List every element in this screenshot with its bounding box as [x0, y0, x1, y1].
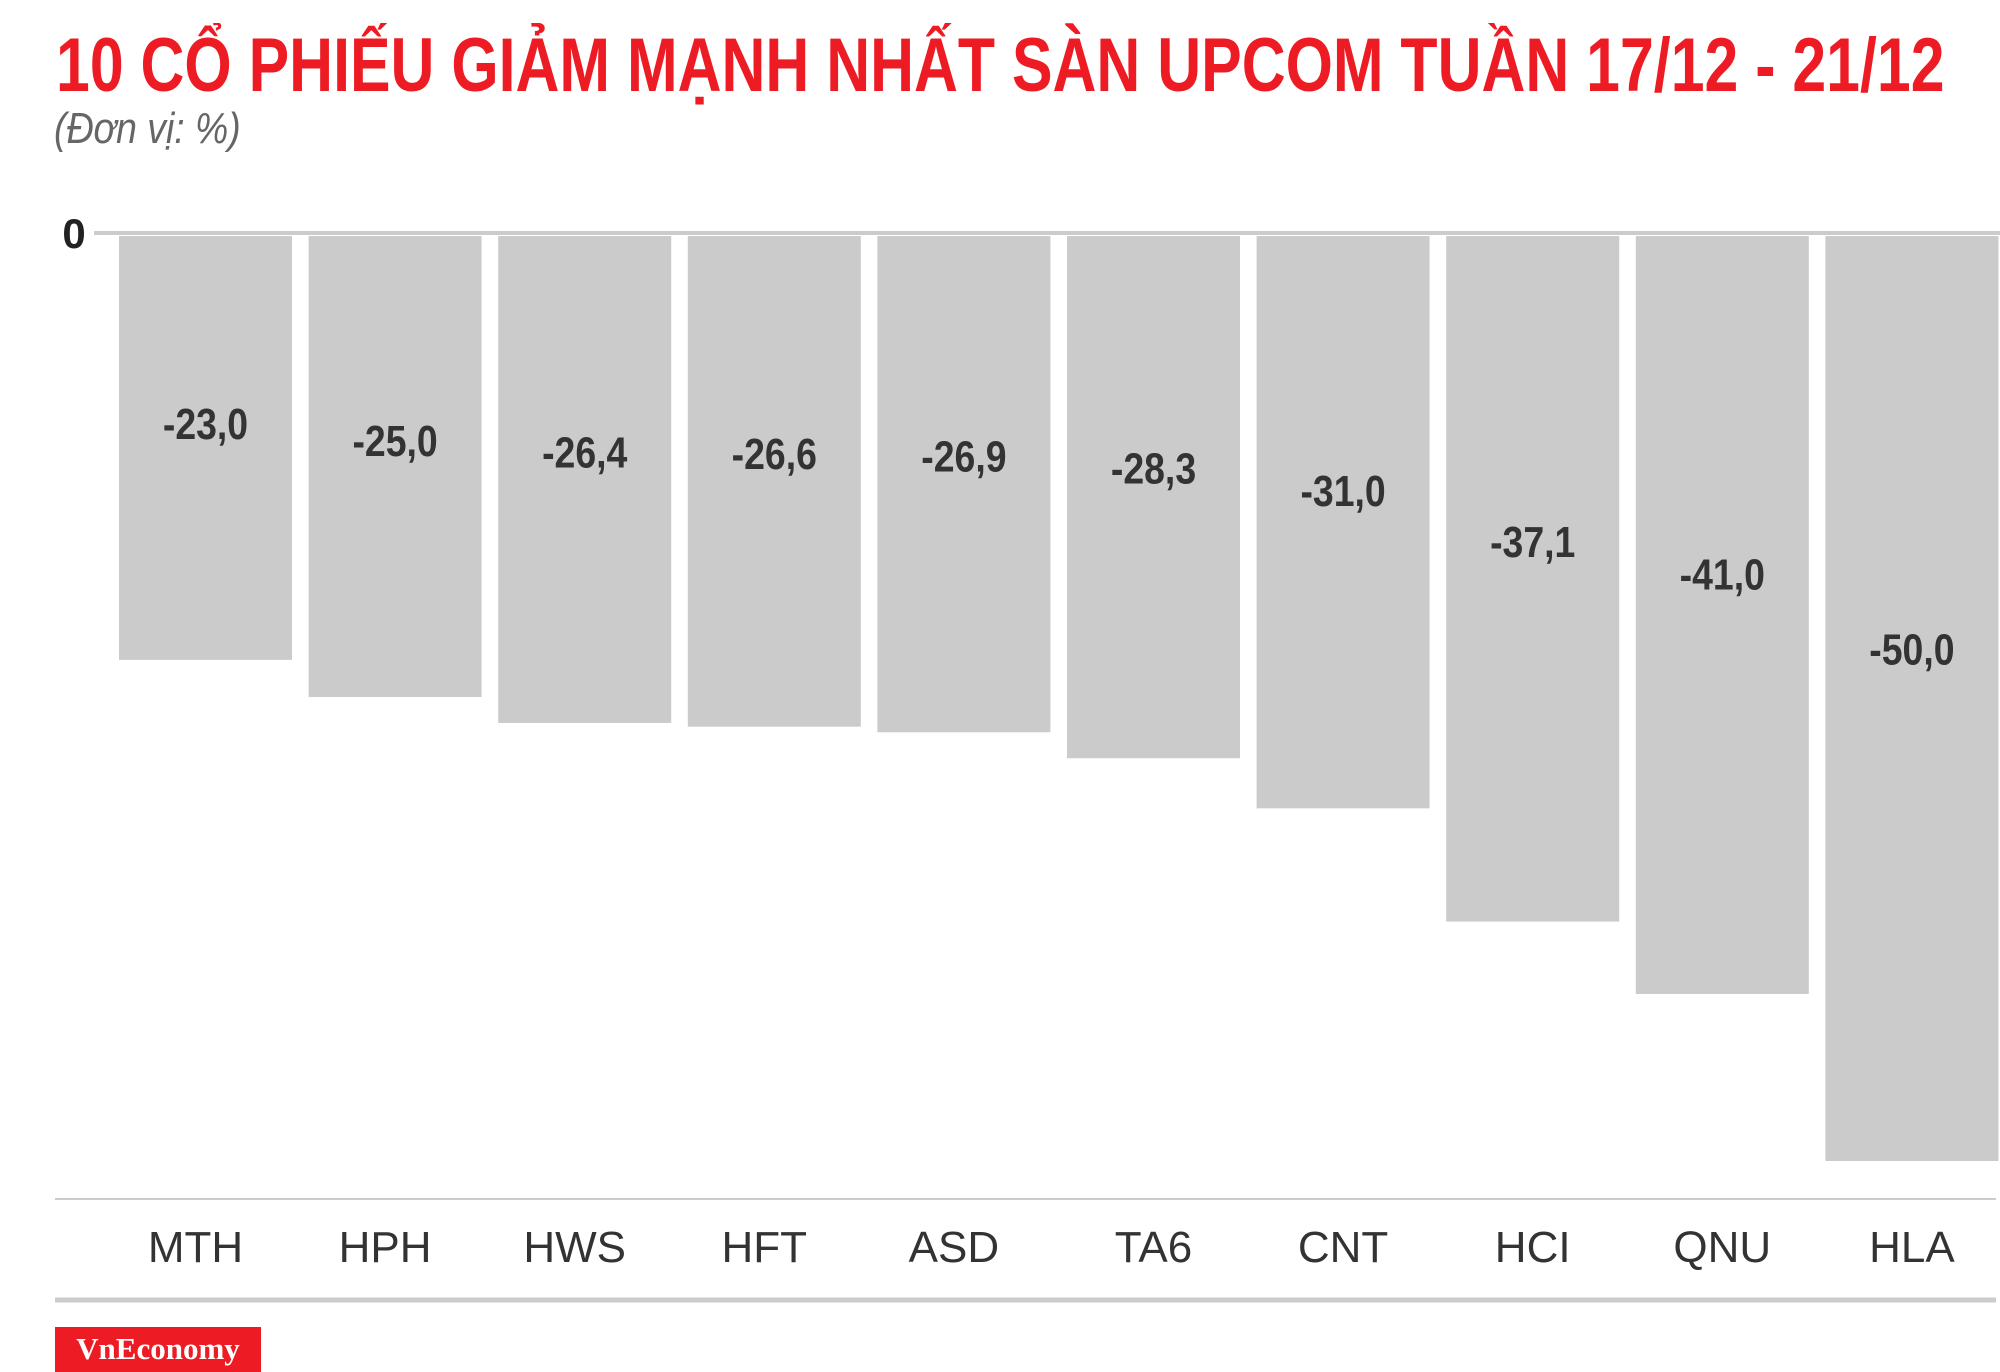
data-label-hws: -26,4: [542, 428, 628, 478]
vneconomy-logo: VnEconomy: [55, 1327, 261, 1372]
data-label-hla: -50,0: [1869, 625, 1954, 675]
data-label-hci: -37,1: [1490, 517, 1575, 567]
data-label-mth: -23,0: [163, 399, 248, 449]
x-tick-label-hla: HLA: [1869, 1223, 1955, 1272]
bar-hla: [1825, 236, 1999, 1161]
x-tick-label-hft: HFT: [722, 1223, 808, 1272]
y-tick-label-0: 0: [62, 210, 85, 257]
x-tick-label-hws: HWS: [523, 1223, 626, 1272]
x-tick-label-cnt: CNT: [1298, 1223, 1388, 1272]
bar-hph: [308, 236, 482, 697]
chart-title: 10 CỔ PHIẾU GIẢM MẠNH NHẤT SÀN UPCOM TUẦ…: [56, 23, 1945, 108]
bar-ta6: [1067, 236, 1240, 759]
bar-hci: [1446, 236, 1620, 922]
bar-hws: [498, 236, 672, 723]
bar-cnt: [1256, 236, 1430, 809]
x-tick-label-ta6: TA6: [1115, 1223, 1192, 1272]
x-tick-label-asd: ASD: [909, 1223, 999, 1272]
x-tick-label-hph: HPH: [339, 1223, 432, 1272]
bar-qnu: [1635, 236, 1809, 994]
data-label-cnt: -31,0: [1300, 466, 1385, 516]
x-tick-label-mth: MTH: [148, 1223, 243, 1272]
data-label-hph: -25,0: [352, 416, 437, 466]
x-tick-label-qnu: QNU: [1673, 1223, 1771, 1272]
bar-asd: [877, 236, 1051, 733]
chart-unit-subtitle: (Đơn vị: %): [54, 104, 241, 153]
data-label-hft: -26,6: [732, 429, 817, 479]
x-tick-label-hci: HCI: [1495, 1223, 1571, 1272]
data-label-asd: -26,9: [921, 432, 1006, 482]
data-label-qnu: -41,0: [1680, 550, 1765, 600]
bar-mth: [119, 236, 292, 660]
data-label-ta6: -28,3: [1111, 443, 1196, 493]
bar-hft: [687, 236, 861, 727]
